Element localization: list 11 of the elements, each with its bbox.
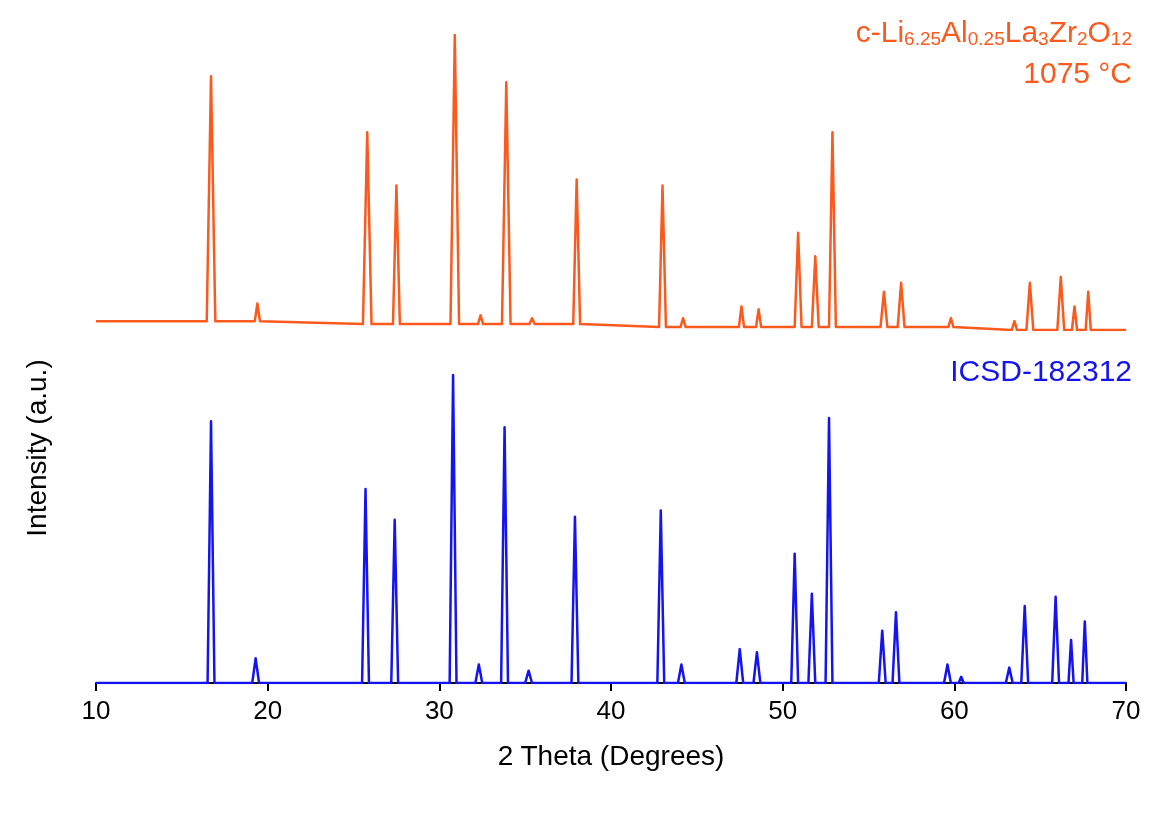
y-axis-title: Intensity (a.u.): [20, 359, 52, 537]
x-tick-label: 20: [253, 695, 283, 725]
x-tick-label: 70: [1111, 695, 1141, 725]
text: ICSD-182312: [950, 353, 1133, 387]
x-tick-label: 10: [81, 695, 111, 725]
x-axis-title: 2 Theta (Degrees): [497, 739, 725, 771]
annotation: 1075 °C: [1023, 55, 1133, 89]
x-tick-label: 50: [768, 695, 798, 725]
x-tick-label: 30: [424, 695, 454, 725]
x-tick-label: 60: [939, 695, 969, 725]
x-tick-label: 40: [596, 695, 626, 725]
